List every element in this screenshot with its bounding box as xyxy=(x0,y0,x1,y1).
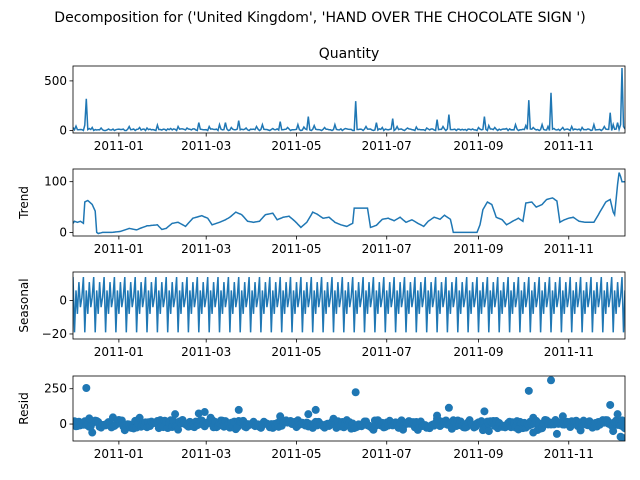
resid-point xyxy=(618,416,625,425)
resid-point xyxy=(135,413,144,422)
resid-outlier-point xyxy=(558,412,567,421)
series-line xyxy=(73,172,625,235)
resid-outlier-point xyxy=(276,412,285,421)
y-tick-label: 500 xyxy=(44,74,67,88)
y-tick-label: 0 xyxy=(59,225,67,239)
plot-area xyxy=(73,376,625,441)
resid-outlier-point xyxy=(552,429,561,438)
resid-outlier-point xyxy=(480,407,489,416)
x-tick-label: 2011-11 xyxy=(544,345,594,359)
plot-area xyxy=(73,67,625,133)
x-tick-label: 2011-11 xyxy=(544,242,594,256)
resid-outlier-point xyxy=(82,384,91,393)
panel-seasonal: 2011-01 2011-03 2011-05 2011-07 2011-09 2011-… xyxy=(17,271,626,359)
resid-outlier-point xyxy=(311,405,320,414)
axes-frame xyxy=(72,65,626,134)
x-tick-label: 2011-05 xyxy=(271,242,321,256)
x-tick-label: 2011-07 xyxy=(362,242,412,256)
x-tick-label: 2011-11 xyxy=(544,139,594,153)
resid-outlier-point xyxy=(606,400,615,409)
resid-point xyxy=(174,425,183,434)
resid-outlier-point xyxy=(484,427,493,436)
x-tick-label: 2011-07 xyxy=(362,345,412,359)
y-axis-label: Seasonal xyxy=(17,278,31,332)
x-tick-label: 2011-11 xyxy=(544,447,594,461)
resid-outlier-point xyxy=(524,386,533,395)
resid-outlier-point xyxy=(444,403,453,412)
series-line xyxy=(73,67,625,133)
resid-outlier-point xyxy=(304,410,313,419)
resid-outlier-point xyxy=(171,410,180,419)
y-tick-label: 0 xyxy=(59,293,67,307)
x-tick-label: 2011-07 xyxy=(362,447,412,461)
panel-resid: 2011-01 2011-03 2011-05 2011-07 2011-09 2011-… xyxy=(17,375,626,461)
resid-outlier-point xyxy=(433,411,442,420)
axes-frame xyxy=(72,271,626,340)
x-tick-label: 2011-03 xyxy=(181,139,231,153)
resid-outlier-point xyxy=(609,427,618,436)
y-tick-label: 0 xyxy=(59,124,67,138)
resid-outlier-point xyxy=(200,408,209,417)
panel-trend: 2011-01 2011-03 2011-05 2011-07 2011-09 2011-… xyxy=(17,168,626,256)
resid-outlier-point xyxy=(547,376,556,385)
plot-area xyxy=(73,276,625,333)
x-tick-label: 2011-09 xyxy=(453,139,503,153)
y-tick-label: −20 xyxy=(42,327,67,341)
panel-quantity: 2011-01 2011-03 2011-05 2011-07 2011-09 2011-… xyxy=(44,46,626,153)
y-axis-label: Resid xyxy=(17,392,31,424)
x-tick-label: 2011-09 xyxy=(453,242,503,256)
axes-frame xyxy=(72,375,626,442)
resid-outlier-point xyxy=(88,428,97,437)
x-tick-label: 2011-01 xyxy=(94,139,144,153)
resid-point xyxy=(576,426,585,435)
figure-suptitle: Decomposition for ('United Kingdom', 'HA… xyxy=(54,10,585,26)
resid-outlier-point xyxy=(351,388,360,397)
resid-outlier-point xyxy=(234,405,243,414)
x-tick-label: 2011-09 xyxy=(453,345,503,359)
x-tick-label: 2011-01 xyxy=(94,242,144,256)
axes-frame xyxy=(72,168,626,237)
y-tick-label: 100 xyxy=(44,175,67,189)
resid-outlier-point xyxy=(613,410,622,419)
resid-point xyxy=(621,424,625,433)
x-tick-label: 2011-05 xyxy=(271,139,321,153)
y-tick-label: 0 xyxy=(59,417,67,431)
resid-outlier-point xyxy=(399,425,408,434)
x-tick-label: 2011-09 xyxy=(453,447,503,461)
seasonal-line xyxy=(73,276,625,333)
x-tick-label: 2011-03 xyxy=(181,447,231,461)
resid-outlier-point xyxy=(85,414,94,423)
y-axis-label: Trend xyxy=(17,186,31,220)
x-tick-label: 2011-01 xyxy=(94,345,144,359)
y-tick-label: 250 xyxy=(44,382,67,396)
x-tick-label: 2011-03 xyxy=(181,345,231,359)
x-tick-label: 2011-05 xyxy=(271,345,321,359)
panel-title: Quantity xyxy=(319,46,380,62)
resid-outlier-point xyxy=(619,434,625,441)
x-tick-label: 2011-07 xyxy=(362,139,412,153)
x-tick-label: 2011-05 xyxy=(271,447,321,461)
x-tick-label: 2011-03 xyxy=(181,242,231,256)
resid-outlier-point xyxy=(529,428,538,437)
plot-area xyxy=(73,172,625,235)
x-tick-label: 2011-01 xyxy=(94,447,144,461)
